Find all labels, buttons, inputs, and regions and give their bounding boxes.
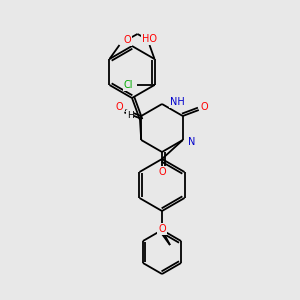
Text: O: O [201,102,208,112]
Text: H: H [127,110,134,119]
Text: Cl: Cl [124,80,133,90]
Text: NH: NH [170,97,185,107]
Text: O: O [158,167,166,177]
Text: O: O [124,35,131,45]
Text: HO: HO [142,34,157,44]
Text: O: O [158,224,166,234]
Text: N: N [188,137,195,147]
Text: O: O [116,102,123,112]
